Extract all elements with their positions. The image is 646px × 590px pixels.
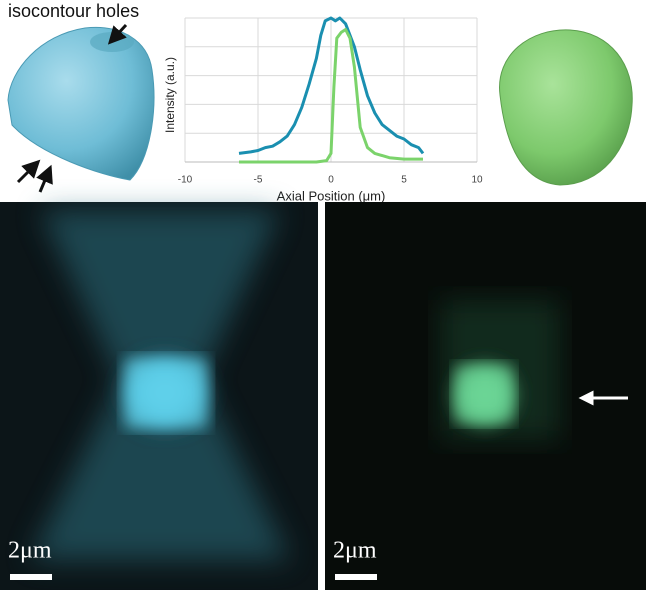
scale-bar xyxy=(335,574,377,580)
x-tick-label: 0 xyxy=(328,175,334,186)
line-chart: -10 -5 0 5 10 Axial Position (μm) Intensity (a… xyxy=(163,16,483,203)
data-line xyxy=(239,28,423,164)
x-tick-label: -5 xyxy=(254,175,263,186)
arrow xyxy=(16,159,41,184)
arrow xyxy=(36,164,53,193)
x-tick-label: 5 xyxy=(401,175,407,186)
green-isosurface xyxy=(499,29,633,186)
x-tick-label: -10 xyxy=(178,175,193,186)
scale-label: 2μm xyxy=(8,538,52,564)
data-line xyxy=(238,16,425,155)
holes-label: isocontour holes xyxy=(8,1,139,21)
x-tick-label: 10 xyxy=(471,175,483,186)
green-core xyxy=(455,365,513,423)
hole xyxy=(90,32,134,52)
cyan-core xyxy=(125,358,207,428)
x-axis-label: Axial Position (μm) xyxy=(277,188,386,203)
arrow xyxy=(107,23,128,45)
scale-bar xyxy=(10,574,52,580)
blue-isosurface xyxy=(7,26,155,181)
y-axis-label: Intensity (a.u.) xyxy=(163,57,177,133)
scale-label: 2μm xyxy=(333,538,377,564)
